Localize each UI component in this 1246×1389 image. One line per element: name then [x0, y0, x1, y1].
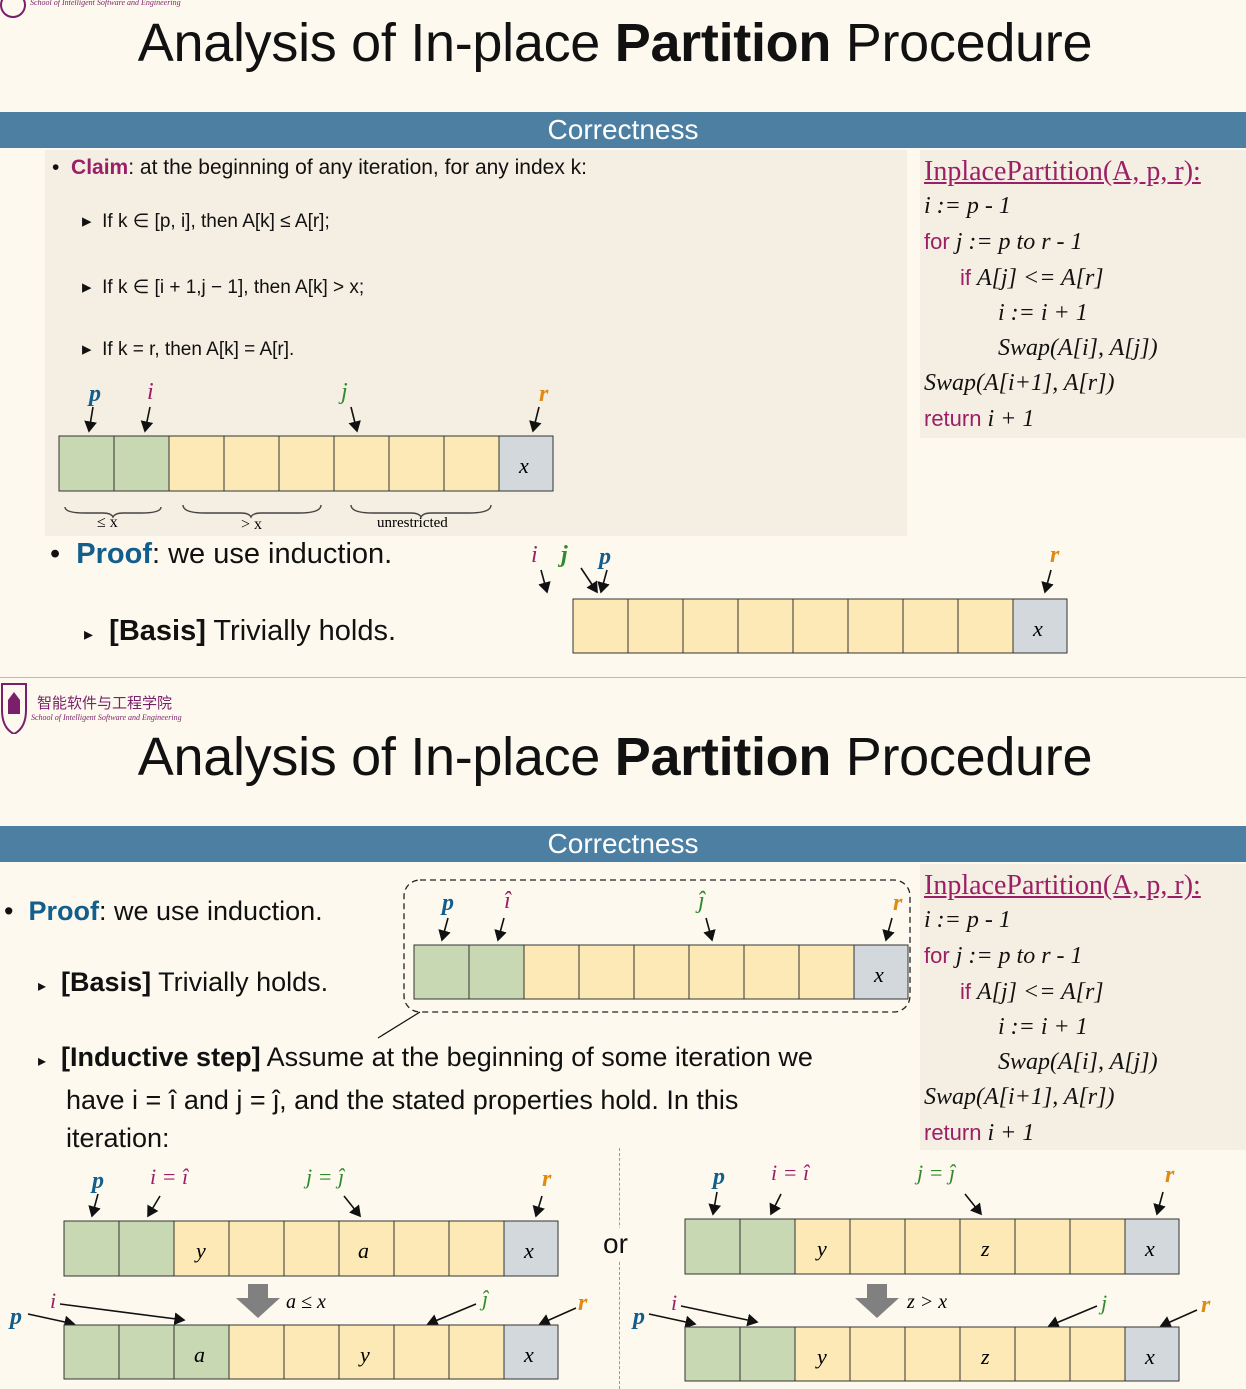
svg-text:i: i — [147, 379, 154, 405]
code-line: if A[j] <= A[r] — [960, 265, 1104, 291]
inductive-step: ▸ [Inductive step] Assume at the beginni… — [38, 1042, 813, 1153]
svg-text:y: y — [358, 1342, 370, 1367]
svg-text:p: p — [631, 1304, 645, 1330]
svg-text:p: p — [440, 890, 454, 916]
svg-text:r: r — [1165, 1162, 1175, 1188]
pseudocode: InplacePartition(A, p, r): i := p - 1 fo… — [924, 154, 1201, 437]
svg-text:j: j — [1098, 1290, 1107, 1315]
logo-title: 智能软件与工程学院 — [37, 694, 173, 712]
section-bar: Correctness — [0, 826, 1246, 862]
svg-text:a: a — [194, 1342, 205, 1367]
claim-bullet: ▸ If k ∈ [i + 1,j − 1], then A[k] > x; — [82, 277, 365, 298]
svg-text:> x: > x — [241, 516, 262, 533]
svg-text:≤ x: ≤ x — [97, 514, 118, 531]
svg-text:z > x: z > x — [906, 1291, 947, 1313]
page-title: Analysis of In-place Partition Procedure — [137, 13, 1093, 73]
claim-bullet: ▸ If k ∈ [p, i], then A[k] ≤ A[r]; — [82, 211, 330, 232]
code-line: i := i + 1 — [998, 1014, 1088, 1040]
claim-line: • Claim: at the beginning of any iterati… — [52, 156, 588, 179]
svg-text:i: i — [50, 1288, 56, 1313]
svg-text:j: j — [338, 379, 348, 405]
basis-line: ▸ [Basis] Trivially holds. — [38, 967, 329, 997]
page-title: Analysis of In-place Partition Procedure — [137, 727, 1093, 787]
code-line: if A[j] <= A[r] — [960, 979, 1104, 1005]
code-line: Swap(A[i+1], A[r]) — [924, 370, 1115, 396]
svg-text:p: p — [711, 1164, 725, 1190]
slide-separator — [0, 677, 1246, 678]
code-line: i := p - 1 — [924, 193, 1011, 219]
logo-subtitle: School of Intelligent Software and Engin… — [31, 713, 182, 722]
university-seal-icon — [1, 683, 27, 736]
array-diagram-hat: p î ĵ r x — [377, 879, 911, 1039]
svg-text:ĵ: ĵ — [479, 1286, 490, 1311]
svg-text:y: y — [194, 1238, 206, 1263]
svg-text:a: a — [358, 1238, 369, 1263]
svg-text:y: y — [815, 1344, 827, 1369]
svg-text:r: r — [1201, 1292, 1211, 1318]
basis-line: ▸ [Basis] Trivially holds. — [84, 615, 397, 647]
code-line: return i + 1 — [924, 406, 1035, 432]
logo-subtitle: School of Intelligent Software and Engin… — [30, 0, 181, 7]
pseudocode-box — [920, 864, 1246, 1150]
svg-text:i: i — [531, 542, 538, 568]
svg-text:x: x — [523, 1342, 534, 1367]
pseudocode: InplacePartition(A, p, r): i := p - 1 fo… — [924, 868, 1201, 1151]
pseudocode-header: InplacePartition(A, p, r): — [924, 156, 1201, 187]
svg-text:j: j — [557, 542, 568, 568]
svg-text:i = î: i = î — [771, 1160, 811, 1185]
svg-text:p: p — [90, 1168, 104, 1194]
svg-text:z: z — [980, 1344, 990, 1369]
svg-text:x: x — [1144, 1344, 1155, 1369]
array-diagram-basis: i j p r x — [531, 542, 1068, 654]
svg-text:x: x — [1144, 1236, 1155, 1261]
svg-text:r: r — [539, 381, 549, 407]
logo-en — [0, 0, 26, 23]
case-divider — [619, 1148, 620, 1389]
svg-text:x: x — [1032, 616, 1043, 641]
svg-text:x: x — [523, 1238, 534, 1263]
svg-text:x: x — [518, 453, 529, 478]
svg-text:unrestricted: unrestricted — [377, 515, 448, 531]
svg-text:a ≤ x: a ≤ x — [286, 1291, 326, 1313]
logo — [0, 680, 28, 739]
case-diagram-left: p i = î j = ĵ r y a x a ≤ x p i ĵ r — [8, 1164, 588, 1380]
code-line: i := p - 1 — [924, 907, 1011, 933]
case-diagram-right: p i = î j = ĵ r y z x z > x p i j r — [631, 1160, 1211, 1382]
svg-text:p: p — [597, 544, 611, 570]
slide-2: 智能软件与工程学院 School of Intelligent Software… — [0, 678, 1246, 1389]
code-line: Swap(A[i+1], A[r]) — [924, 1084, 1115, 1110]
svg-text:r: r — [578, 1290, 588, 1316]
claim-bullet: ▸ If k = r, then A[k] = A[r]. — [82, 339, 295, 360]
code-line: return i + 1 — [924, 1120, 1035, 1146]
code-line: i := i + 1 — [998, 300, 1088, 326]
code-line: Swap(A[i], A[j]) — [998, 1049, 1158, 1075]
section-bar: Correctness — [0, 112, 1246, 148]
array-diagram-claim: p i j r x ≤ x > x unrestricted — [58, 379, 554, 533]
svg-text:j = ĵ: j = ĵ — [303, 1164, 346, 1189]
pseudocode-header: InplacePartition(A, p, r): — [924, 870, 1201, 901]
pseudocode-box — [920, 150, 1246, 438]
svg-text:p: p — [87, 381, 101, 407]
proof-line: • Proof: we use induction. — [50, 538, 393, 570]
university-seal-icon — [0, 0, 26, 18]
svg-text:r: r — [542, 1166, 552, 1192]
svg-text:î: î — [504, 888, 512, 914]
svg-text:i = î: i = î — [150, 1164, 190, 1189]
svg-text:r: r — [893, 890, 903, 916]
svg-text:y: y — [815, 1236, 827, 1261]
svg-text:z: z — [980, 1236, 990, 1261]
svg-text:x: x — [873, 962, 884, 987]
svg-text:p: p — [8, 1304, 22, 1330]
proof-line: • Proof: we use induction. — [4, 896, 323, 926]
code-line: for j := p to r - 1 — [924, 943, 1083, 969]
svg-text:r: r — [1050, 542, 1060, 568]
code-line: for j := p to r - 1 — [924, 229, 1083, 255]
svg-text:ĵ: ĵ — [695, 888, 706, 914]
svg-text:j = ĵ: j = ĵ — [914, 1160, 957, 1185]
slide-1: School of Intelligent Software and Engin… — [0, 0, 1246, 676]
or-label: or — [603, 1228, 628, 1260]
svg-text:i: i — [671, 1290, 677, 1315]
code-line: Swap(A[i], A[j]) — [998, 335, 1158, 361]
